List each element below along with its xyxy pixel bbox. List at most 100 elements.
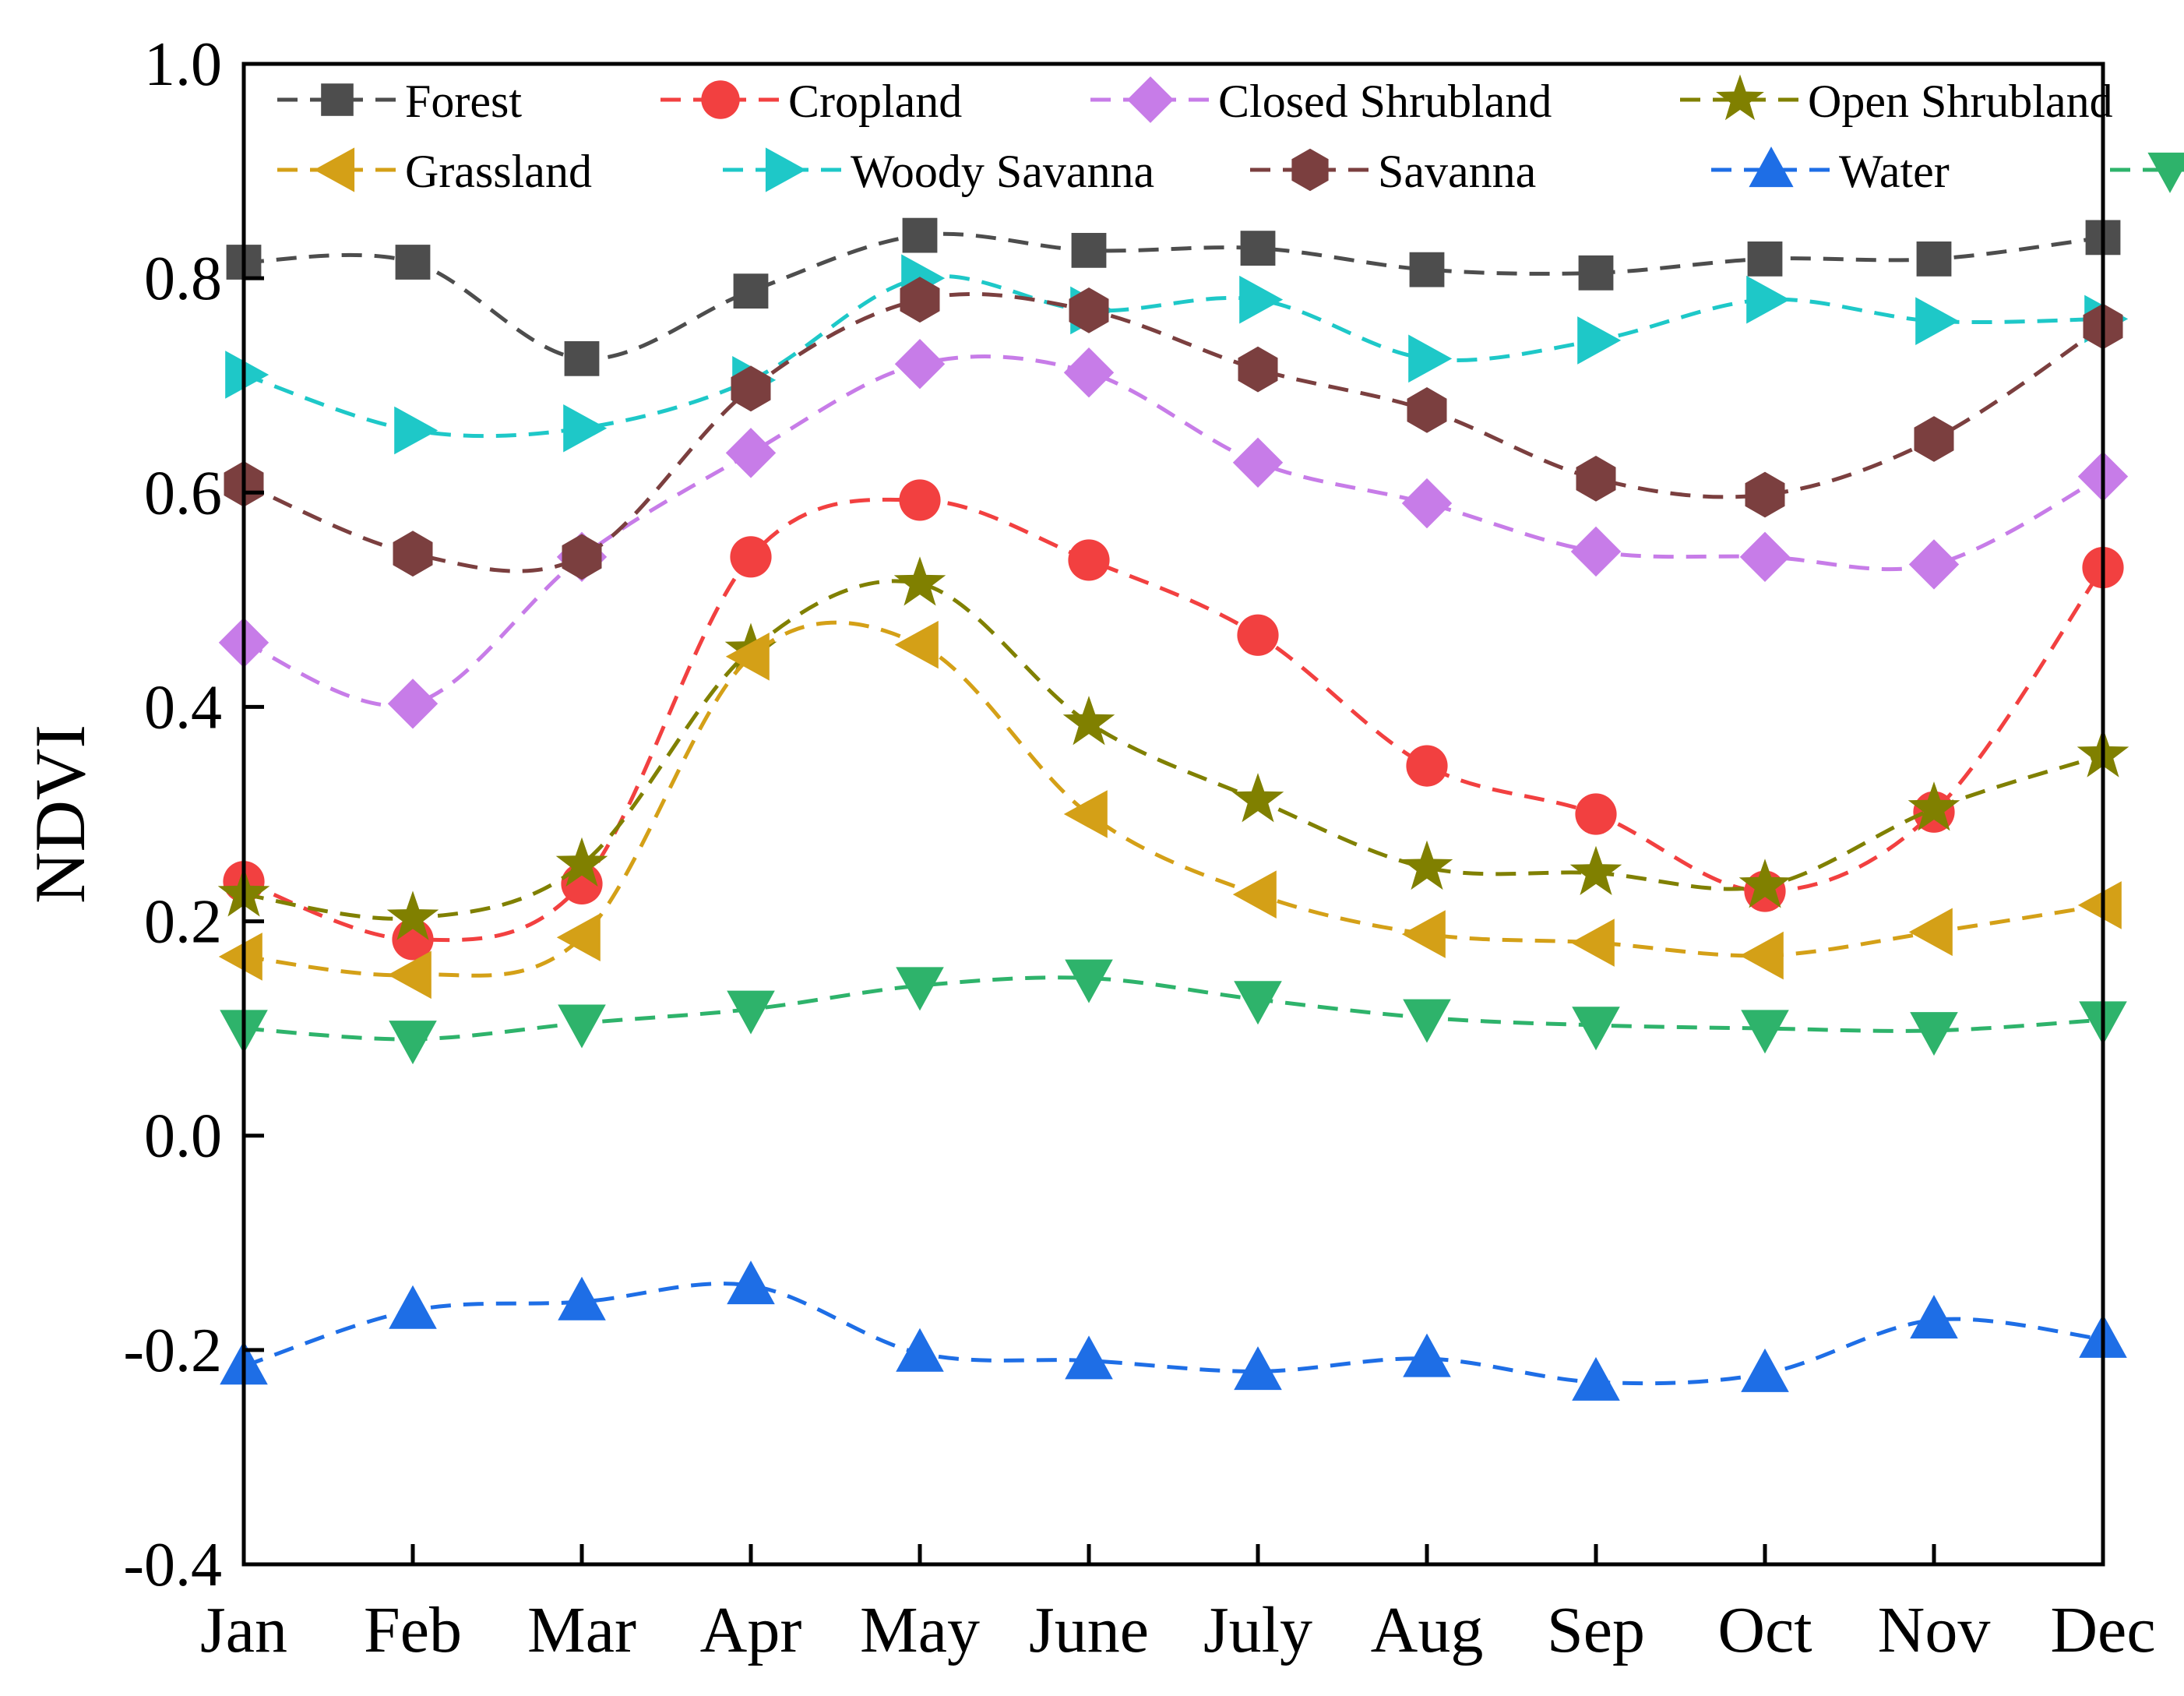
data-point-forest-oct (1747, 241, 1783, 277)
data-point-open-shrubland-sep (1569, 845, 1622, 895)
data-point-cropland-june (1068, 539, 1110, 581)
legend-item-savanna: Savanna (1250, 146, 1536, 197)
data-point-closed-shrubland-nov (1908, 539, 1960, 590)
x-tick-label-june: June (1029, 1594, 1149, 1666)
data-point-grassland-dec (2077, 881, 2122, 929)
data-point-woody-savanna-oct (1746, 275, 1791, 324)
data-point-woody-savanna-nov (1915, 297, 1960, 345)
x-tick-label-feb: Feb (364, 1594, 462, 1666)
data-point-grassland-jan (218, 933, 262, 981)
x-tick-label-aug: Aug (1371, 1594, 1484, 1666)
y-tick-label: 0.4 (144, 673, 222, 742)
x-tick-label-may: May (860, 1594, 980, 1666)
data-point-barren-oct (1741, 1010, 1789, 1054)
data-point-grassland-may (894, 620, 939, 669)
data-point-savanna-may (900, 277, 940, 323)
data-point-savanna-oct (1745, 471, 1785, 518)
data-point-water-june (1065, 1335, 1113, 1380)
plot-frame (241, 62, 2105, 1567)
series-line-open-shrubland (243, 579, 2104, 921)
data-point-water-oct (1741, 1348, 1789, 1392)
legend-item-forest: Forest (277, 76, 522, 127)
legend-label-cropland: Cropland (788, 76, 962, 127)
data-point-water-sep (1572, 1356, 1620, 1401)
data-point-forest-july (1240, 231, 1276, 266)
legend-marker-open-shrubland (1716, 74, 1764, 121)
legend-item-water: Water (1711, 146, 1950, 197)
data-point-barren-apr (727, 990, 775, 1035)
legend-marker-cropland (701, 80, 740, 119)
data-point-forest-nov (1916, 241, 1952, 277)
data-point-grassland-feb (387, 950, 432, 1000)
data-point-grassland-aug (1401, 910, 1446, 958)
data-point-savanna-june (1069, 287, 1109, 333)
data-point-water-apr (727, 1261, 775, 1305)
series-layer (217, 217, 2129, 1401)
data-point-water-nov (1910, 1295, 1958, 1339)
y-axis-title: NDVI (20, 725, 100, 904)
data-point-closed-shrubland-oct (1739, 531, 1791, 583)
data-point-forest-aug (1409, 252, 1445, 287)
legend: Forest Cropland Closed Shrubland Open Shrub… (277, 74, 2184, 197)
data-point-water-aug (1403, 1333, 1451, 1377)
series-closed-shrubland (218, 339, 2129, 729)
data-point-savanna-july (1238, 346, 1278, 393)
series-line-cropland (243, 497, 2105, 943)
data-point-cropland-may (899, 479, 941, 521)
legend-item-woody-savanna: Woody Savanna (723, 146, 1154, 197)
data-point-savanna-mar (562, 534, 602, 580)
data-point-grassland-june (1063, 790, 1108, 838)
data-point-woody-savanna-july (1239, 275, 1284, 324)
data-point-forest-feb (395, 245, 431, 280)
data-point-woody-savanna-feb (394, 406, 439, 455)
y-tick-label: 1.0 (144, 30, 222, 99)
data-point-closed-shrubland-may (894, 339, 946, 390)
data-point-cropland-july (1237, 614, 1279, 656)
data-point-grassland-apr (725, 632, 770, 681)
legend-marker-grassland (314, 147, 355, 192)
series-line-barren (243, 975, 2104, 1042)
legend-item-closed-shrubland: Closed Shrubland (1090, 76, 1552, 127)
legend-label-forest: Forest (405, 76, 522, 127)
data-point-open-shrubland-june (1062, 696, 1115, 746)
x-tick-label-dec: Dec (2050, 1594, 2155, 1666)
data-point-grassland-oct (1739, 931, 1784, 980)
data-point-barren-june (1065, 959, 1113, 1003)
data-point-water-july (1234, 1346, 1282, 1391)
series-line-water (243, 1282, 2104, 1386)
x-tick-label-jan: Jan (200, 1594, 287, 1666)
data-point-barren-sep (1572, 1007, 1620, 1051)
data-point-closed-shrubland-june (1063, 347, 1115, 398)
data-point-water-mar (558, 1276, 606, 1320)
data-point-closed-shrubland-aug (1401, 478, 1453, 529)
data-point-closed-shrubland-apr (725, 428, 777, 478)
data-point-closed-shrubland-sep (1570, 526, 1622, 577)
x-tick-label-mar: Mar (527, 1594, 636, 1666)
legend-item-barren: Barren (2110, 152, 2184, 193)
series-grassland (218, 620, 2122, 1000)
data-point-savanna-sep (1576, 456, 1616, 502)
data-point-closed-shrubland-july (1232, 437, 1284, 488)
y-tick-label: -0.2 (123, 1317, 222, 1385)
legend-item-grassland: Grassland (277, 146, 592, 197)
data-point-forest-apr (733, 273, 769, 309)
data-point-open-shrubland-oct (1738, 859, 1791, 908)
series-cropland (223, 479, 2124, 961)
legend-item-cropland: Cropland (660, 76, 962, 127)
data-point-barren-feb (389, 1021, 437, 1065)
data-point-savanna-feb (393, 531, 433, 577)
legend-marker-closed-shrubland (1127, 76, 1174, 123)
legend-label-grassland: Grassland (405, 146, 592, 197)
data-point-open-shrubland-feb (386, 890, 439, 940)
series-line-savanna (243, 291, 2105, 573)
data-point-cropland-apr (730, 536, 772, 578)
data-point-forest-june (1071, 232, 1107, 268)
data-point-grassland-mar (556, 913, 601, 962)
y-tick-label: -0.4 (123, 1531, 222, 1599)
x-tick-label-sep: Sep (1547, 1594, 1645, 1666)
series-savanna (224, 277, 2123, 580)
y-tick-label: 0.8 (144, 245, 222, 313)
data-point-barren-may (896, 967, 944, 1011)
legend-marker-savanna (1291, 148, 1329, 192)
